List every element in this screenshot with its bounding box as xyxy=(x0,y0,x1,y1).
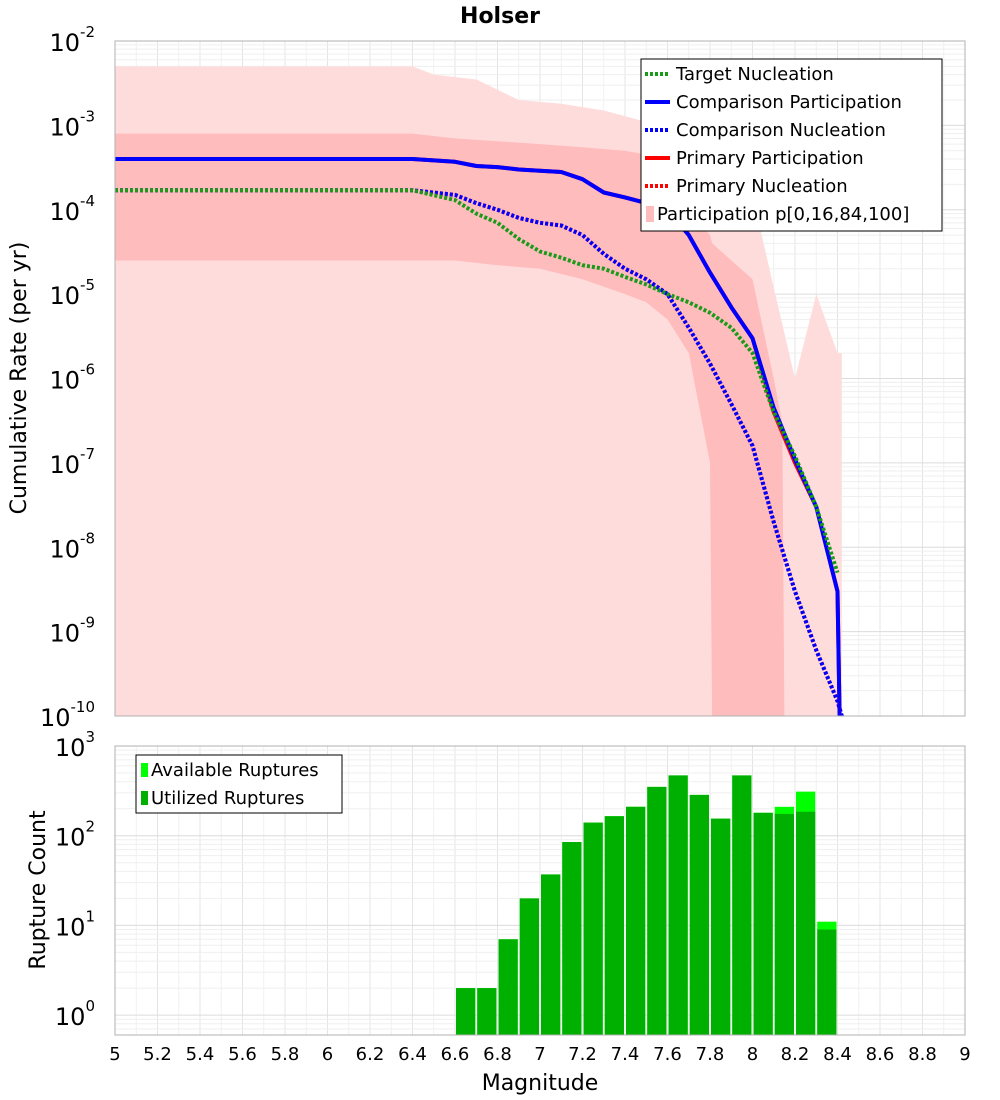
legend-label: Utilized Ruptures xyxy=(151,788,304,809)
legend-swatch xyxy=(141,791,148,805)
y-tick-label: 102 xyxy=(55,818,95,852)
x-tick-label: 6.4 xyxy=(398,1044,427,1065)
bar-utilized xyxy=(456,988,476,1035)
legend-swatch xyxy=(646,206,654,222)
y-tick-label: 10-5 xyxy=(49,276,95,310)
bar-utilized xyxy=(796,811,816,1035)
y-tick-label: 10-10 xyxy=(40,698,95,732)
x-tick-label: 6.8 xyxy=(483,1044,512,1065)
bar-utilized xyxy=(711,818,731,1035)
x-tick-label: 7.6 xyxy=(653,1044,682,1065)
x-tick-label: 8.6 xyxy=(866,1044,895,1065)
x-tick-label: 7.8 xyxy=(696,1044,725,1065)
rate-legend-box xyxy=(640,58,943,232)
y-tick-label: 10-7 xyxy=(49,445,95,479)
chart-title: Holser xyxy=(460,4,540,29)
legend-label: Available Ruptures xyxy=(151,760,319,781)
count-y-axis-label: Rupture Count xyxy=(26,810,51,970)
bar-utilized xyxy=(774,813,794,1035)
line-comparison-nucleation xyxy=(115,188,844,717)
count-plot: 100 101 102 103 5 5.2 5.4 5.6 5.8 6 6.2 6.4 6.6 6.8 7… xyxy=(26,728,971,1096)
x-tick-label: 9 xyxy=(959,1044,970,1065)
bar-utilized xyxy=(477,988,497,1035)
x-tick-label: 7 xyxy=(534,1044,545,1065)
x-tick-label: 7.2 xyxy=(568,1044,597,1065)
bar-utilized xyxy=(668,775,688,1035)
rate-plot-frame xyxy=(114,40,966,717)
legend-label: Participation p[0,16,84,100] xyxy=(657,204,909,225)
y-tick-label: 10-4 xyxy=(49,192,95,226)
participation-band xyxy=(115,133,785,717)
rate-legend: Target Nucleation Comparison Participatio… xyxy=(640,58,943,232)
rupture-bars xyxy=(456,775,837,1035)
x-tick-label: 8.2 xyxy=(781,1044,810,1065)
y-tick-label: 101 xyxy=(55,907,95,941)
bar-utilized xyxy=(753,812,773,1035)
count-plot-frame xyxy=(114,745,966,1036)
count-y-ticks: 100 101 102 103 xyxy=(55,728,95,1031)
x-tick-label: 5.8 xyxy=(271,1044,300,1065)
y-tick-label: 10-6 xyxy=(49,361,95,395)
bar-utilized xyxy=(541,874,561,1035)
rate-y-ticks: 10-10 10-9 10-8 10-7 10-6 10-5 10-4 10-3 10-2 xyxy=(40,23,95,732)
x-tick-label: 8 xyxy=(747,1044,758,1065)
y-tick-label: 10-8 xyxy=(49,529,95,563)
y-tick-label: 10-2 xyxy=(49,23,95,57)
bar-utilized xyxy=(562,842,582,1035)
bar-utilized xyxy=(519,898,539,1035)
x-tick-label: 8.4 xyxy=(823,1044,852,1065)
y-tick-label: 10-9 xyxy=(49,614,95,648)
legend-label: Target Nucleation xyxy=(675,64,834,85)
count-legend: Available Ruptures Utilized Ruptures xyxy=(135,754,343,814)
y-tick-label: 103 xyxy=(55,728,95,762)
legend-label: Primary Participation xyxy=(676,148,864,169)
rate-plot: 10-10 10-9 10-8 10-7 10-6 10-5 10-4 10-3 10-2 Cu… xyxy=(7,23,966,732)
x-tick-label: 5 xyxy=(109,1044,120,1065)
bar-utilized xyxy=(732,775,752,1035)
bar-utilized xyxy=(604,816,624,1035)
x-axis-label: Magnitude xyxy=(482,1071,599,1096)
x-tick-label: 6.2 xyxy=(356,1044,385,1065)
x-tick-label: 5.4 xyxy=(186,1044,215,1065)
x-tick-label: 8.8 xyxy=(908,1044,937,1065)
x-tick-label: 5.6 xyxy=(228,1044,257,1065)
y-tick-label: 100 xyxy=(55,997,95,1031)
count-legend-box xyxy=(135,754,343,814)
bar-utilized xyxy=(817,929,837,1035)
x-tick-label: 7.4 xyxy=(611,1044,640,1065)
rate-y-axis-label: Cumulative Rate (per yr) xyxy=(7,242,32,515)
x-tick-label: 6 xyxy=(322,1044,333,1065)
x-tick-label: 5.2 xyxy=(143,1044,172,1065)
bar-utilized xyxy=(626,806,646,1035)
bar-utilized xyxy=(689,794,709,1035)
bar-utilized xyxy=(498,939,518,1035)
x-tick-label: 6.6 xyxy=(441,1044,470,1065)
legend-label: Primary Nucleation xyxy=(676,176,848,197)
bar-utilized xyxy=(583,822,603,1035)
x-ticks: 5 5.2 5.4 5.6 5.8 6 6.2 6.4 6.6 6.8 7 7.2 7.4 7.6 7.8 8… xyxy=(109,1044,970,1065)
y-tick-label: 10-3 xyxy=(49,107,95,141)
rate-curves xyxy=(115,157,844,717)
legend-label: Comparison Nucleation xyxy=(676,120,886,141)
bar-utilized xyxy=(647,786,667,1035)
legend-label: Comparison Participation xyxy=(676,92,902,113)
legend-swatch xyxy=(141,763,148,777)
